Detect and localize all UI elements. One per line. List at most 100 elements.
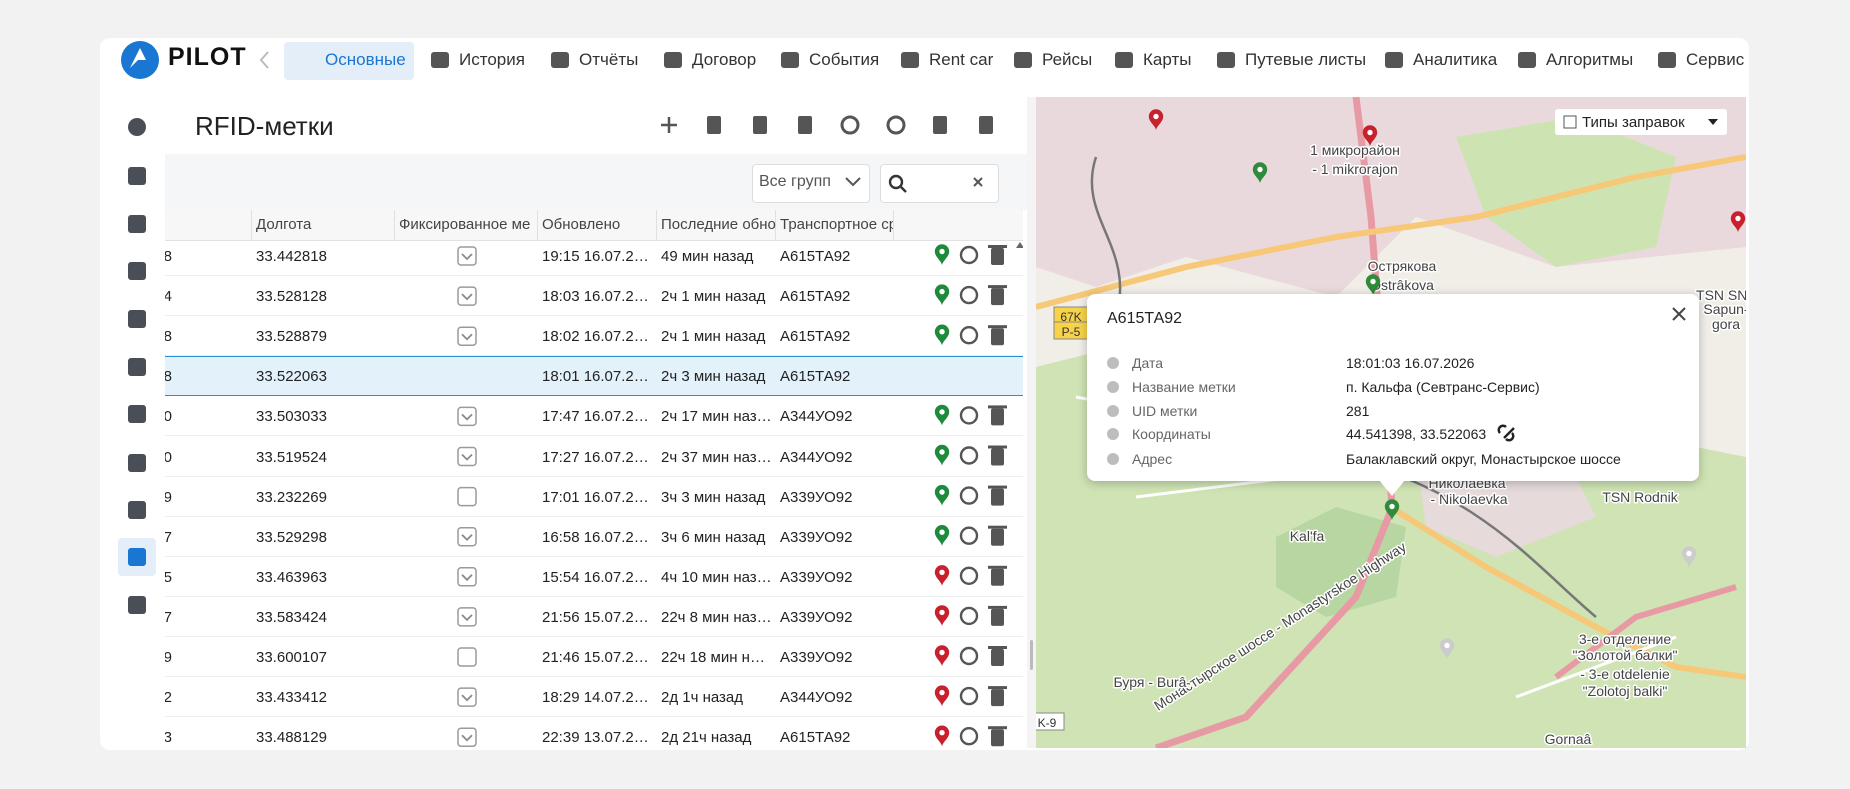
map-marker[interactable] <box>1439 638 1455 659</box>
tool-add[interactable] <box>661 117 677 133</box>
map-marker[interactable] <box>1681 546 1697 567</box>
column-header[interactable]: Долгота <box>256 216 312 233</box>
row-locate-pin[interactable] <box>934 685 950 707</box>
nav-item[interactable]: Rent car <box>929 50 994 69</box>
tool-button[interactable] <box>979 116 993 134</box>
fixed-checkbox[interactable] <box>457 727 477 747</box>
map-label: - Nikolaevka <box>1430 491 1507 507</box>
row-delete[interactable] <box>991 288 1004 306</box>
row-delete[interactable] <box>991 488 1004 506</box>
row-history[interactable] <box>959 446 979 465</box>
map-marker[interactable] <box>1252 162 1268 183</box>
row-delete[interactable] <box>991 568 1004 586</box>
search-clear[interactable] <box>973 177 983 187</box>
popup-field-icon <box>1107 405 1119 417</box>
nav-item[interactable]: События <box>809 50 880 69</box>
map-marker[interactable] <box>1362 125 1378 146</box>
column-header[interactable]: Обновлено <box>542 216 621 233</box>
fixed-checkbox[interactable] <box>457 567 477 587</box>
tool-button[interactable] <box>933 116 947 134</box>
fuel-filter-checkbox[interactable] <box>1563 115 1577 129</box>
row-locate-pin[interactable] <box>934 244 950 265</box>
tool-button[interactable] <box>707 116 721 134</box>
table-cell: 3ч 3 мин назад <box>661 488 766 506</box>
fixed-checkbox[interactable] <box>457 486 477 507</box>
popup-close[interactable] <box>1672 307 1686 321</box>
map-marker[interactable] <box>1365 274 1381 295</box>
row-history[interactable] <box>959 727 979 746</box>
row-delete-lid <box>988 525 1007 529</box>
table-cell: 940 <box>165 408 173 426</box>
nav-icon <box>1014 52 1032 68</box>
row-locate-pin[interactable] <box>934 605 950 626</box>
tool-button[interactable] <box>886 115 906 135</box>
fixed-checkbox[interactable] <box>457 647 477 667</box>
tool-button[interactable] <box>798 116 812 134</box>
nav-item[interactable]: Рейсы <box>1042 50 1093 69</box>
row-locate-pin[interactable] <box>934 725 950 747</box>
nav-item[interactable]: Аналитика <box>1413 50 1498 69</box>
row-locate-pin[interactable] <box>934 645 950 666</box>
row-delete[interactable] <box>991 408 1004 426</box>
nav-item[interactable]: Карты <box>1143 50 1192 69</box>
table-cell: А339УО92 <box>780 608 853 626</box>
column-header[interactable]: Фиксированное ме <box>399 216 531 233</box>
nav-item[interactable]: История <box>459 50 525 69</box>
fixed-checkbox[interactable] <box>457 526 477 547</box>
fixed-checkbox[interactable] <box>457 326 477 346</box>
nav-item[interactable]: Отчёты <box>579 50 639 69</box>
fixed-checkbox[interactable] <box>457 687 477 707</box>
nav-item[interactable]: Алгоритмы <box>1546 50 1634 69</box>
row-locate-pin[interactable] <box>934 404 950 426</box>
row-locate-pin[interactable] <box>934 565 950 586</box>
nav-item[interactable]: Договор <box>692 50 757 69</box>
row-delete[interactable] <box>991 528 1004 546</box>
row-delete[interactable] <box>991 649 1004 666</box>
fixed-checkbox[interactable] <box>457 246 477 266</box>
row-delete[interactable] <box>991 608 1004 626</box>
map-marker[interactable] <box>1730 211 1746 232</box>
fixed-checkbox[interactable] <box>457 406 477 427</box>
row-locate-pin[interactable] <box>934 525 950 546</box>
column-header[interactable]: Транспортное ср <box>780 216 893 233</box>
row-history[interactable] <box>959 406 979 425</box>
row-history[interactable] <box>959 285 979 305</box>
fixed-checkbox[interactable] <box>457 607 477 627</box>
row-locate-pin[interactable] <box>934 324 950 346</box>
map-marker[interactable] <box>1148 109 1164 130</box>
map-marker[interactable] <box>1384 499 1400 520</box>
row-locate-pin-dot <box>939 288 945 295</box>
row-history[interactable] <box>959 526 979 545</box>
table-cell: 2д 1ч назад <box>661 689 744 707</box>
row-delete[interactable] <box>991 448 1004 466</box>
nav-item[interactable]: Сервис <box>1686 50 1745 69</box>
table-cell: 33.528879 <box>256 328 327 346</box>
row-history[interactable] <box>959 245 979 265</box>
row-locate-pin[interactable] <box>934 284 950 306</box>
nav-item[interactable]: Путевые листы <box>1245 50 1367 69</box>
row-delete[interactable] <box>991 689 1004 707</box>
splitter-handle[interactable] <box>1030 640 1033 670</box>
nav-item[interactable]: Основные <box>325 50 406 69</box>
tool-button[interactable] <box>753 116 767 134</box>
coords-link[interactable] <box>1497 424 1515 442</box>
column-header[interactable]: Последние обно <box>661 216 776 233</box>
tool-button[interactable] <box>840 115 860 135</box>
row-history[interactable] <box>959 486 979 505</box>
fuel-filter-box[interactable] <box>1555 109 1727 135</box>
fixed-checkbox[interactable] <box>457 286 477 306</box>
fixed-checkbox[interactable] <box>457 446 477 467</box>
row-locate-pin[interactable] <box>934 444 950 466</box>
row-delete[interactable] <box>991 248 1004 265</box>
row-locate-pin[interactable] <box>934 484 950 506</box>
row-history[interactable] <box>959 566 979 585</box>
column-separator <box>537 210 538 240</box>
row-delete[interactable] <box>991 328 1004 346</box>
row-history[interactable] <box>959 646 979 666</box>
row-delete[interactable] <box>991 729 1004 747</box>
map-park <box>1276 507 1406 617</box>
row-history[interactable] <box>959 606 979 626</box>
logo-arrow <box>130 48 146 68</box>
row-history[interactable] <box>959 325 979 345</box>
row-history[interactable] <box>959 686 979 706</box>
